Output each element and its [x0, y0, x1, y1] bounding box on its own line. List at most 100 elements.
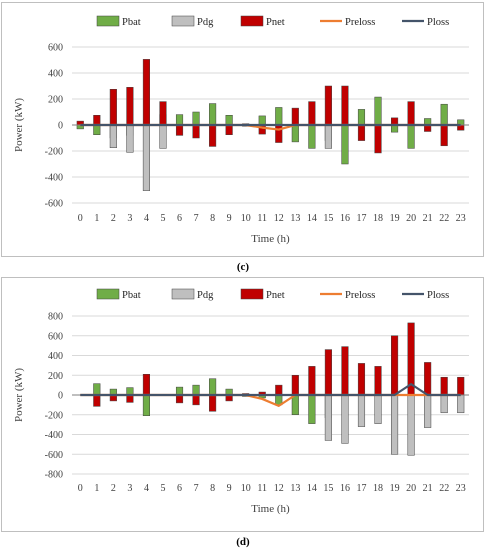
bar-pnet	[209, 394, 217, 412]
bar-pnet	[142, 374, 150, 396]
bar-pnet	[341, 85, 349, 126]
legend-entry-pnet: Pnet	[240, 15, 285, 28]
x-tick-label: 12	[274, 213, 284, 224]
legend-entry-pbat: Pbat	[96, 15, 141, 28]
legend-label: Pnet	[266, 17, 285, 28]
x-tick-label: 1	[94, 213, 99, 224]
bar-pbat	[126, 387, 134, 396]
bar-pnet	[192, 124, 200, 139]
x-tick-label: 11	[257, 483, 267, 494]
legend-label: Pbat	[122, 17, 141, 28]
bar-pnet	[142, 59, 150, 126]
bar-pnet	[440, 376, 448, 396]
x-tick-label: 14	[307, 213, 317, 224]
x-tick-label: 16	[340, 483, 350, 494]
bar-pdg	[391, 394, 399, 455]
x-tick-label: 15	[323, 483, 333, 494]
bar-pnet	[275, 384, 283, 396]
y-axis-label: Power (kW)	[13, 98, 25, 152]
bar-pnet	[159, 101, 167, 126]
legend-label: Pdg	[197, 17, 214, 28]
bar-pdg	[159, 124, 167, 149]
x-tick-label: 3	[127, 483, 132, 494]
y-tick-label: 200	[48, 95, 63, 106]
legend-swatch	[96, 288, 120, 300]
legend-label: Pnet	[266, 290, 285, 301]
bar-pbat	[291, 124, 299, 143]
legend-entry-ploss: Ploss	[402, 17, 449, 28]
bar-pbat	[258, 115, 266, 126]
bar-pnet	[424, 362, 432, 396]
y-tick-label: 400	[48, 69, 63, 80]
bar-pbat	[93, 124, 101, 135]
bar-pdg	[407, 394, 415, 456]
x-tick-label: 16	[340, 213, 350, 224]
bar-pnet	[93, 115, 101, 126]
bar-pnet	[225, 124, 233, 135]
x-tick-label: 10	[241, 213, 251, 224]
x-tick-label: 21	[423, 483, 433, 494]
x-tick-label: 12	[274, 483, 284, 494]
bar-pbat	[357, 109, 366, 126]
x-tick-label: 4	[144, 483, 149, 494]
x-tick-label: 21	[423, 213, 433, 224]
legend-label: Pdg	[197, 290, 214, 301]
bar-pbat	[225, 115, 233, 126]
bar-pbat	[209, 103, 217, 126]
x-axis-label: Time (h)	[251, 233, 290, 245]
bar-pbat	[308, 124, 316, 149]
bar-pnet	[457, 376, 465, 396]
bar-pbat	[374, 96, 382, 126]
legend-label: Ploss	[427, 17, 449, 28]
x-tick-label: 19	[390, 483, 400, 494]
x-tick-label: 17	[356, 213, 366, 224]
bar-pnet	[291, 375, 299, 396]
legend-label: Ploss	[427, 290, 449, 301]
bar-pnet	[341, 346, 349, 396]
bar-pnet	[440, 124, 448, 147]
x-tick-label: 17	[356, 483, 366, 494]
x-tick-label: 23	[456, 213, 466, 224]
x-tick-label: 8	[210, 213, 215, 224]
bar-pnet	[357, 124, 366, 141]
bar-pbat	[440, 103, 448, 126]
bar-pnet	[308, 366, 316, 396]
bar-pnet	[126, 394, 134, 403]
y-tick-label: 600	[48, 331, 63, 342]
bar-pnet	[93, 394, 101, 407]
x-tick-label: 7	[194, 483, 199, 494]
y-tick-label: 400	[48, 351, 63, 362]
bar-pnet	[374, 366, 382, 396]
bar-pdg	[357, 394, 366, 427]
legend-label: Pbat	[122, 290, 141, 301]
legend-swatch	[171, 15, 195, 27]
panel-d-chart: -800 -600 -400 -200 0 200 400 600 800 Power (kW) 0…	[13, 288, 469, 515]
panel-d-frame	[1, 277, 484, 532]
x-tick-label: 11	[257, 213, 267, 224]
panel-c-caption: (c)	[237, 261, 250, 273]
bar-pbat	[308, 394, 316, 424]
x-tick-label: 1	[94, 483, 99, 494]
bar-pdg	[324, 394, 332, 441]
legend-entry-pdg: Pdg	[171, 15, 214, 28]
y-tick-label: -800	[45, 470, 63, 481]
bar-pdg	[457, 394, 465, 414]
x-tick-label: 20	[406, 483, 416, 494]
y-tick-label: -600	[45, 450, 63, 461]
x-tick-label: 19	[390, 213, 400, 224]
legend-entry-preloss: Preloss	[320, 290, 375, 301]
bar-pnet	[291, 107, 299, 126]
bar-pnet	[126, 87, 134, 126]
bar-pnet	[357, 363, 366, 396]
x-tick-label: 15	[323, 213, 333, 224]
x-tick-label: 13	[290, 483, 300, 494]
legend-swatch	[240, 288, 264, 300]
x-tick-label: 4	[144, 213, 149, 224]
y-tick-label: -600	[45, 199, 63, 210]
bar-pbat	[142, 394, 150, 416]
legend-swatch	[171, 288, 195, 300]
legend-entry-ploss: Ploss	[402, 290, 449, 301]
bar-pbat	[192, 111, 200, 126]
